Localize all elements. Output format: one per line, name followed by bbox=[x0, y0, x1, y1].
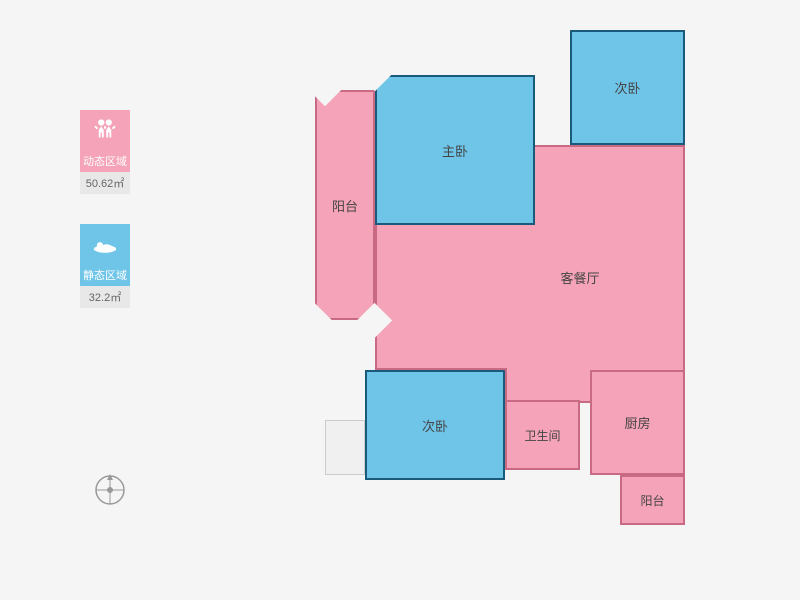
room-balcony-left-label: 阳台 bbox=[332, 196, 358, 215]
legend-static: 静态区域 32.2㎡ bbox=[80, 224, 140, 308]
patio-outline bbox=[325, 420, 365, 475]
room-master: 主卧 bbox=[375, 75, 535, 225]
room-kitchen: 厨房 bbox=[590, 370, 685, 475]
room-balcony-bottom-label: 阳台 bbox=[640, 492, 664, 509]
people-icon bbox=[80, 110, 130, 150]
legend-dynamic-value: 50.62㎡ bbox=[80, 172, 130, 194]
compass-icon bbox=[90, 470, 130, 510]
legend-static-value: 32.2㎡ bbox=[80, 286, 130, 308]
sleep-icon bbox=[80, 224, 130, 264]
legend-static-label: 静态区域 bbox=[80, 264, 130, 286]
room-balcony-bottom: 阳台 bbox=[620, 475, 685, 525]
legend: 动态区域 50.62㎡ 静态区域 32.2㎡ bbox=[80, 110, 140, 338]
room-bedroom3: 次卧 bbox=[365, 370, 505, 480]
room-bedroom2: 次卧 bbox=[570, 30, 685, 145]
room-bedroom2-label: 次卧 bbox=[614, 78, 640, 97]
room-balcony-left: 阳台 bbox=[315, 90, 375, 320]
room-kitchen-label: 厨房 bbox=[624, 413, 650, 432]
room-bedroom3-label: 次卧 bbox=[422, 416, 448, 435]
floorplan: 客餐厅 主卧 次卧 阳台 次卧 卫生间 厨房 阳台 bbox=[300, 30, 730, 560]
legend-dynamic: 动态区域 50.62㎡ bbox=[80, 110, 140, 194]
room-bathroom-label: 卫生间 bbox=[524, 427, 560, 444]
room-bathroom: 卫生间 bbox=[505, 400, 580, 470]
legend-dynamic-label: 动态区域 bbox=[80, 150, 130, 172]
room-master-label: 主卧 bbox=[442, 141, 468, 160]
room-living-label: 客餐厅 bbox=[560, 268, 599, 287]
